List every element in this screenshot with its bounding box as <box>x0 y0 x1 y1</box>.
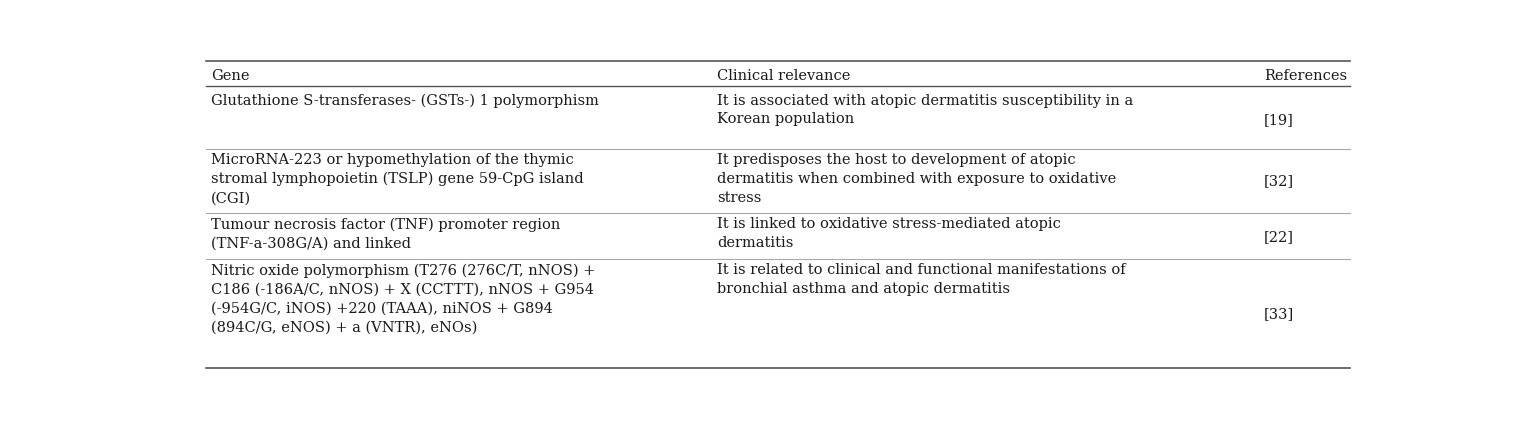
Text: Gene: Gene <box>211 69 249 83</box>
Text: [19]: [19] <box>1264 113 1293 127</box>
Text: [22]: [22] <box>1264 230 1293 244</box>
Text: It predisposes the host to development of atopic
dermatitis when combined with e: It predisposes the host to development o… <box>716 153 1116 205</box>
Text: MicroRNA-223 or hypomethylation of the thymic
stromal lymphopoietin (TSLP) gene : MicroRNA-223 or hypomethylation of the t… <box>211 153 583 205</box>
Text: Glutathione S-transferases- (GSTs-) 1 polymorphism: Glutathione S-transferases- (GSTs-) 1 po… <box>211 94 598 108</box>
Text: It is associated with atopic dermatitis susceptibility in a
Korean population: It is associated with atopic dermatitis … <box>716 94 1132 127</box>
Text: References: References <box>1264 69 1346 83</box>
Text: Tumour necrosis factor (TNF) promoter region
(TNF-a-308G/A) and linked: Tumour necrosis factor (TNF) promoter re… <box>211 217 560 250</box>
Text: Nitric oxide polymorphism (T276 (276C/T, nNOS) +
C186 (-186A/C, nNOS) + X (CCTTT: Nitric oxide polymorphism (T276 (276C/T,… <box>211 263 595 335</box>
Text: Clinical relevance: Clinical relevance <box>716 69 850 83</box>
Text: It is related to clinical and functional manifestations of
bronchial asthma and : It is related to clinical and functional… <box>716 263 1125 296</box>
Text: [33]: [33] <box>1264 307 1295 321</box>
Text: [32]: [32] <box>1264 175 1293 189</box>
Text: It is linked to oxidative stress-mediated atopic
dermatitis: It is linked to oxidative stress-mediate… <box>716 217 1061 250</box>
